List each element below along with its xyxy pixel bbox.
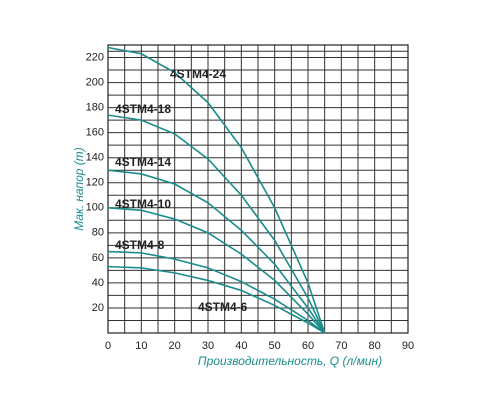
x-tick-label: 80	[369, 340, 381, 352]
y-tick-label: 180	[86, 102, 104, 114]
y-tick-label: 120	[86, 177, 104, 189]
series-line	[107, 114, 326, 334]
y-tick-label: 80	[92, 227, 104, 239]
y-tick-label: 200	[86, 76, 104, 88]
series-label: 4STM4-6	[198, 300, 248, 314]
x-tick-label: 0	[105, 340, 111, 352]
x-tick-label: 40	[235, 340, 247, 352]
series-line	[107, 206, 326, 334]
x-tick-label: 90	[402, 340, 414, 352]
plot-frame	[107, 44, 409, 334]
series-line	[107, 46, 326, 334]
y-tick-label: 100	[86, 202, 104, 214]
series-label: 4STM4-10	[115, 197, 171, 211]
y-tick-label: 20	[92, 302, 104, 314]
series-label: 4STM4-18	[115, 102, 171, 116]
y-tick-label: 160	[86, 127, 104, 139]
x-tick-label: 50	[269, 340, 281, 352]
x-tick-label: 10	[135, 340, 147, 352]
y-axis-title: Мак. напор (m)	[72, 147, 86, 231]
y-tick-label: 60	[92, 252, 104, 264]
series-line	[107, 169, 326, 334]
x-tick-label: 30	[202, 340, 214, 352]
series-line	[107, 250, 326, 334]
y-tick-label: 140	[86, 152, 104, 164]
x-axis-title: Производительность, Q (л/мин)	[198, 354, 382, 368]
y-tick-label: 220	[86, 51, 104, 63]
series-label: 4STM4-14	[115, 155, 171, 169]
x-tick-label: 70	[335, 340, 347, 352]
x-tick-label: 60	[302, 340, 314, 352]
series-line	[107, 265, 326, 334]
series-label: 4STM4-24	[170, 67, 226, 81]
series-label: 4STM4-8	[115, 238, 165, 252]
y-tick-label: 40	[92, 277, 104, 289]
x-tick-label: 20	[169, 340, 181, 352]
